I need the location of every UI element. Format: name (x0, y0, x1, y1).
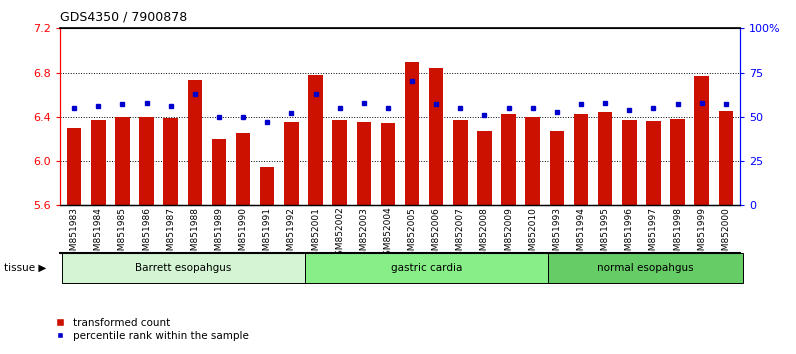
Bar (694, 76, 709, 205)
Bar (646, 121, 661, 205)
Text: normal esopahgus: normal esopahgus (597, 263, 694, 273)
Bar (429, 68, 443, 205)
Bar (670, 119, 685, 205)
Bar (549, 131, 564, 205)
Bar (333, 120, 347, 205)
Text: gastric cardia: gastric cardia (391, 263, 462, 273)
Bar (380, 124, 395, 205)
Bar (212, 139, 226, 205)
Bar (357, 122, 371, 205)
Bar (188, 80, 202, 205)
Bar (163, 118, 178, 205)
Bar (139, 117, 154, 205)
Text: GDS4350 / 7900878: GDS4350 / 7900878 (60, 10, 187, 23)
Legend: transformed count, percentile rank within the sample: transformed count, percentile rank withi… (45, 314, 253, 345)
Bar (453, 120, 467, 205)
Bar (719, 111, 733, 205)
Bar (501, 114, 516, 205)
Bar (236, 133, 251, 205)
Bar (284, 122, 298, 205)
Bar (622, 120, 637, 205)
Bar (405, 62, 419, 205)
Bar (574, 114, 588, 205)
Text: Barrett esopahgus: Barrett esopahgus (135, 263, 232, 273)
Bar (478, 131, 492, 205)
Bar (260, 167, 275, 205)
Bar (67, 128, 81, 205)
Bar (598, 113, 612, 205)
Bar (91, 120, 106, 205)
Bar (115, 117, 130, 205)
Bar (308, 75, 322, 205)
Bar (525, 117, 540, 205)
Text: tissue ▶: tissue ▶ (4, 263, 46, 273)
